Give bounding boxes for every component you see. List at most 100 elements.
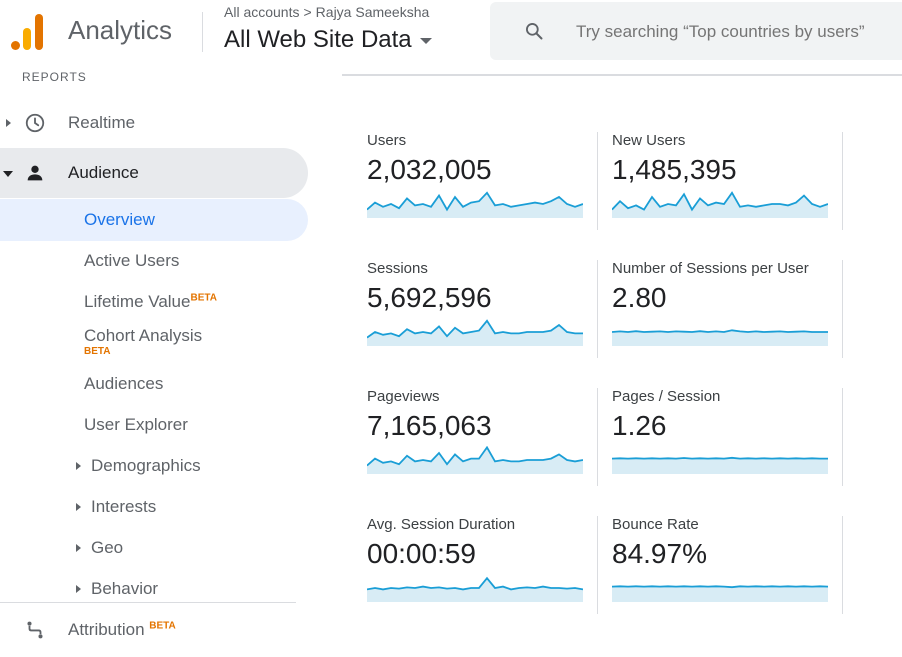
clock-icon xyxy=(25,113,45,133)
sparkline-line xyxy=(367,446,583,467)
metric-label: New Users xyxy=(612,132,686,149)
sidebar-item-audiences[interactable]: Audiences xyxy=(84,374,164,393)
overview-main-panel: Users 2,032,005 New Users 1,485,395 Sessions… xyxy=(320,64,902,657)
metric-divider xyxy=(842,132,843,230)
expand-arrow-icon xyxy=(76,543,81,552)
analytics-logo-icon[interactable] xyxy=(10,12,46,50)
expand-arrow-icon xyxy=(76,584,81,593)
metric-card[interactable]: Pageviews 7,165,063 xyxy=(367,388,597,488)
expand-arrow-icon xyxy=(76,461,81,470)
collapse-arrow-icon[interactable] xyxy=(3,171,13,177)
metric-card[interactable]: Pages / Session 1.26 xyxy=(612,388,842,488)
sparkline-area xyxy=(367,320,583,346)
audience-highlight xyxy=(0,148,308,198)
property-selector[interactable]: All Web Site Data xyxy=(224,26,432,54)
expand-arrow-icon[interactable] xyxy=(6,119,11,127)
sidebar-item-audience[interactable]: Audience xyxy=(0,149,320,197)
sparkline-line xyxy=(612,329,828,333)
sparkline-line xyxy=(612,191,828,212)
expand-arrow-icon xyxy=(76,502,81,511)
sidebar-nav: REPORTS Realtime Audience Overview Activ… xyxy=(0,64,320,657)
sparkline-area xyxy=(612,192,828,218)
metric-card[interactable]: Bounce Rate 84.97% xyxy=(612,516,842,616)
metric-label: Pages / Session xyxy=(612,388,721,405)
sidebar-item-lifetime-value[interactable]: Lifetime ValueBETA xyxy=(84,292,217,312)
metric-value: 84.97% xyxy=(612,538,707,569)
sparkline-chart xyxy=(367,576,583,602)
sparkline-chart xyxy=(612,585,828,602)
app-name: Analytics xyxy=(68,15,173,45)
sparkline-chart xyxy=(367,191,583,218)
sparkline-line xyxy=(612,456,828,460)
sidebar-item-label: Lifetime Value xyxy=(84,292,191,311)
sidebar-item-label: Geo xyxy=(91,538,124,557)
metric-divider xyxy=(597,132,598,230)
search-bar[interactable] xyxy=(490,2,902,60)
sidebar-item-demographics[interactable]: Demographics xyxy=(76,456,201,476)
sidebar-item-label: Audience xyxy=(68,163,139,182)
metric-label: Users xyxy=(367,132,407,149)
sparkline-area xyxy=(612,457,828,474)
metric-label: Avg. Session Duration xyxy=(367,516,516,533)
sidebar-item-user-explorer[interactable]: User Explorer xyxy=(84,415,188,434)
metric-card[interactable]: Users 2,032,005 xyxy=(367,132,597,232)
sparkline-line xyxy=(367,319,583,339)
sparkline-area xyxy=(612,586,828,602)
sidebar-item-active-users[interactable]: Active Users xyxy=(84,251,180,270)
metric-card[interactable]: Number of Sessions per User 2.80 xyxy=(612,260,842,360)
sidebar-item-geo[interactable]: Geo xyxy=(76,538,123,558)
sidebar-item-realtime[interactable]: Realtime xyxy=(0,99,320,147)
search-icon[interactable] xyxy=(524,21,544,41)
metric-card[interactable]: Avg. Session Duration 00:00:59 xyxy=(367,516,597,616)
metric-divider xyxy=(597,260,598,358)
sidebar-item-cohort-analysis[interactable]: Cohort Analysis xyxy=(84,326,203,345)
header-divider xyxy=(202,12,203,52)
sidebar-item-interests[interactable]: Interests xyxy=(76,497,156,517)
metric-divider xyxy=(597,388,598,486)
section-divider xyxy=(342,74,902,76)
property-name[interactable]: All Web Site Data xyxy=(224,26,412,53)
sidebar-item-attribution[interactable]: Attribution BETA xyxy=(0,606,320,654)
sidebar-divider xyxy=(0,602,296,603)
sparkline-line xyxy=(612,585,828,589)
metric-value: 2.80 xyxy=(612,282,667,313)
metric-label: Number of Sessions per User xyxy=(612,260,809,277)
sidebar-item-label: Interests xyxy=(91,497,157,516)
sidebar-item-label: Realtime xyxy=(68,113,136,132)
reports-section-label: REPORTS xyxy=(22,70,87,84)
metric-value: 7,165,063 xyxy=(367,410,492,441)
metric-value: 2,032,005 xyxy=(367,154,492,185)
sparkline-chart xyxy=(612,191,828,218)
metric-label: Sessions xyxy=(367,260,428,277)
sidebar-item-label: Attribution BETA xyxy=(68,620,176,640)
breadcrumb[interactable]: All accounts > Rajya Sameeksha xyxy=(224,4,429,20)
metric-card[interactable]: Sessions 5,692,596 xyxy=(367,260,597,360)
attribution-label: Attribution xyxy=(68,620,145,639)
sparkline-area xyxy=(367,192,583,218)
overview-highlight xyxy=(0,199,308,241)
sidebar-item-label: Demographics xyxy=(91,456,201,475)
metric-value: 1,485,395 xyxy=(612,154,737,185)
breadcrumb-root[interactable]: All accounts xyxy=(224,4,300,20)
sparkline-area xyxy=(367,578,583,602)
beta-badge: BETA xyxy=(190,292,217,304)
metric-divider xyxy=(597,516,598,614)
top-header: Analytics All accounts > Rajya Sameeksha A… xyxy=(0,0,902,64)
metric-card[interactable]: New Users 1,485,395 xyxy=(612,132,842,232)
breadcrumb-separator: > xyxy=(303,4,312,20)
sparkline-line xyxy=(367,191,583,212)
sparkline-chart xyxy=(367,446,583,474)
sparkline-area xyxy=(612,330,828,346)
person-icon xyxy=(27,165,43,181)
breadcrumb-account[interactable]: Rajya Sameeksha xyxy=(315,4,430,20)
sidebar-item-behavior[interactable]: Behavior xyxy=(76,579,158,599)
sparkline-chart xyxy=(612,329,828,346)
metric-label: Pageviews xyxy=(367,388,440,405)
chevron-down-icon[interactable] xyxy=(419,37,432,44)
sparkline-chart xyxy=(612,456,828,474)
metric-divider xyxy=(842,516,843,614)
metric-value: 5,692,596 xyxy=(367,282,492,313)
beta-badge: BETA xyxy=(149,620,176,632)
search-input[interactable] xyxy=(576,22,902,42)
sidebar-item-overview[interactable]: Overview xyxy=(84,210,155,229)
